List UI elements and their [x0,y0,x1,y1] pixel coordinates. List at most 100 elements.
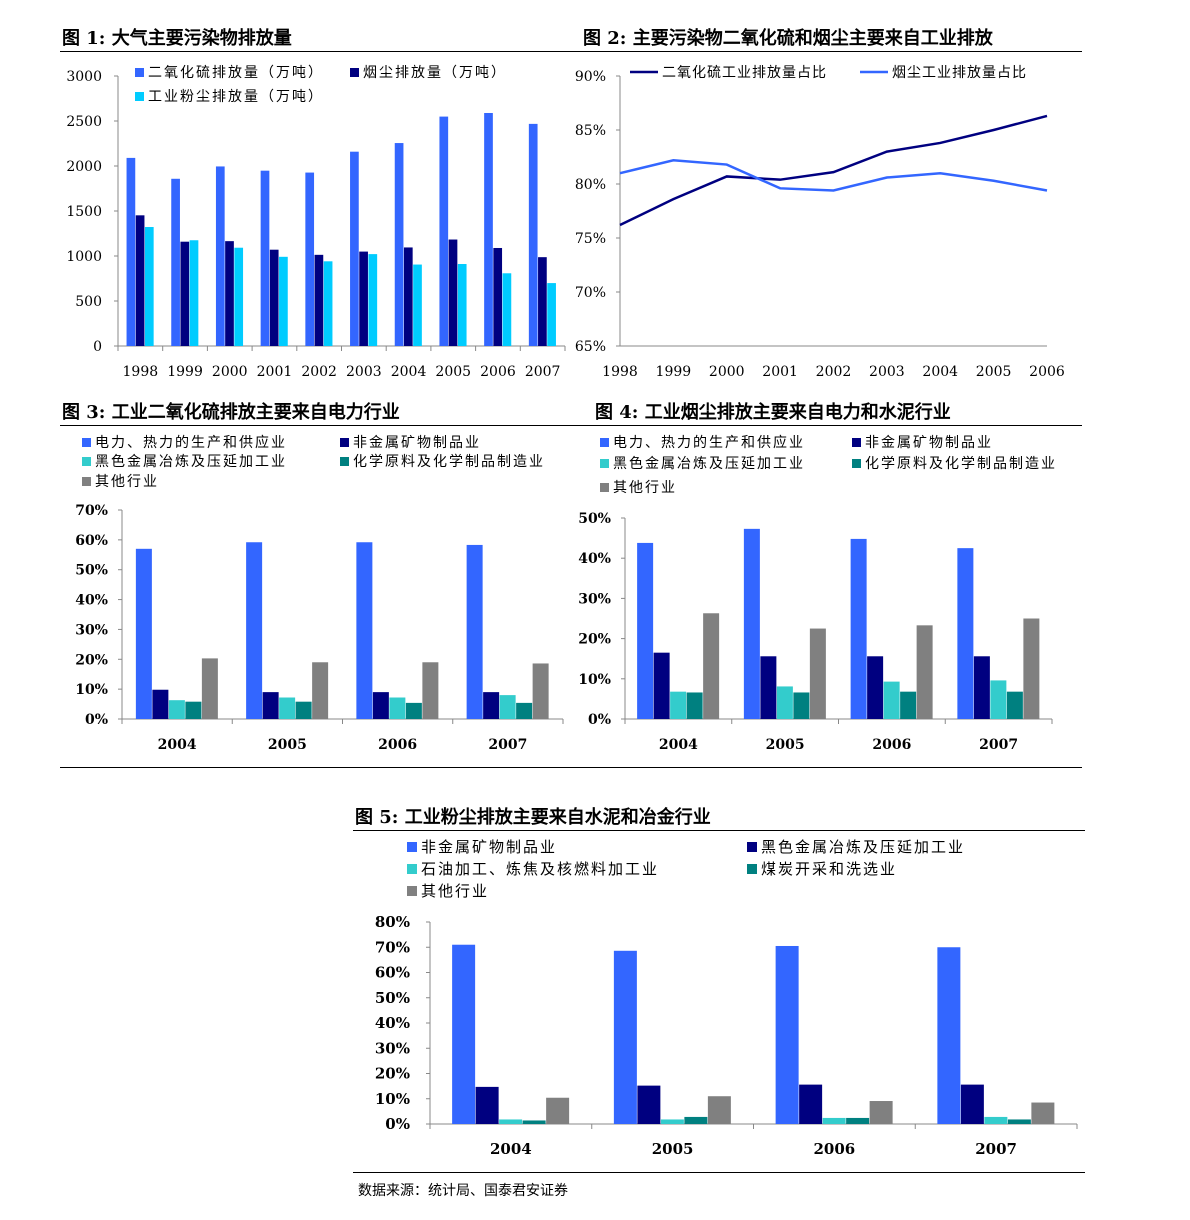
bar-2006-series-5 [422,662,439,719]
y-tick-label: 70% [575,285,606,301]
chart-3-panel: 0% 10% 20% 30% 40% 50% 60% 70% 2004 2005 2006 2007 电… [60,432,570,762]
y-tick-label: 80% [575,177,606,193]
bar-2005-series-1 [613,950,637,1124]
y-tick-label: 70% [375,938,410,956]
bar-2001-series-2 [269,249,279,346]
bar-2003-series-1 [350,151,359,346]
bar-2002-series-1 [305,172,315,346]
bar-1999-series-2 [180,241,190,346]
y-tick-label: 30% [578,591,611,607]
y-tick-label: 20% [75,652,108,668]
legend-label: 黑色金属冶炼及压延加工业 [761,838,965,856]
bar-2007-series-3 [499,695,516,719]
bar-2007-series-2 [973,656,990,719]
x-tick-label: 2007 [525,364,561,380]
bar-2003-series-2 [359,251,368,346]
legend-swatch [600,438,609,447]
figure-5-top-rule [353,830,1085,831]
bar-2000-series-2 [225,241,234,346]
bar-2006-series-5 [869,1101,893,1124]
y-tick-label: 2500 [66,114,102,130]
bar-2007-series-2 [960,1084,984,1124]
figure-3-title: 图 3: 工业二氧化硫排放主要来自电力行业 [62,402,400,423]
bar-2005-series-3 [279,697,296,719]
y-tick-label: 1500 [66,204,102,220]
y-tick-label: 90% [575,69,606,85]
bar-2001-series-3 [279,256,288,346]
top-rule [60,51,1082,52]
bar-2007-series-4 [516,702,533,719]
bar-2005-series-2 [262,692,279,719]
y-tick-label: 2000 [66,159,102,175]
bar-2006-series-2 [799,1084,823,1124]
y-tick-label: 0% [385,1115,410,1133]
y-tick-label: 80% [375,913,410,931]
legend-swatch [407,842,417,852]
legend-label: 电力、热力的生产和供应业 [95,434,287,451]
bar-2007-series-1 [466,544,483,719]
y-tick-label: 10% [375,1090,410,1108]
bar-2004-series-5 [201,658,218,719]
bar-2005-series-1 [246,542,263,719]
bar-2007-series-1 [957,548,974,719]
x-tick-label: 2007 [488,737,527,753]
x-tick-label: 2003 [869,364,905,380]
bar-2006-series-3 [502,273,512,346]
x-tick-label: 2002 [816,364,852,380]
bar-2006-series-3 [389,697,406,719]
y-tick-label: 40% [578,551,611,567]
x-tick-label: 2004 [158,737,197,753]
bar-2002-series-2 [314,254,324,346]
bar-1999-series-3 [189,240,199,346]
legend-label: 煤炭开采和洗选业 [761,860,897,878]
legend-swatch [407,864,417,874]
legend-label: 非金属矿物制品业 [421,838,557,856]
legend-swatch [340,438,349,447]
bar-2004-series-4 [185,701,202,719]
y-tick-label: 10% [578,672,611,688]
bar-2007-series-5 [532,663,549,719]
bar-2004-series-4 [686,692,703,719]
chart-2-panel: 65% 70% 75% 80% 85% 90% 1998 1999 2000 2001 2002 20… [570,58,1070,388]
bar-2007-series-3 [990,680,1007,719]
y-tick-label: 50% [375,989,410,1007]
bar-2007-series-3 [547,283,556,346]
legend-label: 石油加工、炼焦及核燃料加工业 [421,860,659,878]
bar-2007-series-5 [1023,618,1040,719]
x-tick-label: 1999 [656,364,692,380]
y-tick-label: 30% [75,622,108,638]
x-tick-label: 2003 [346,364,382,380]
middle-rule [60,425,1082,426]
x-tick-label: 2001 [762,364,798,380]
x-tick-label: 2004 [922,364,958,380]
bar-2005-series-2 [448,239,458,346]
y-tick-label: 85% [575,123,606,139]
bar-2004-series-3 [670,691,687,719]
x-tick-label: 2005 [435,364,471,380]
chart-1-emissions-bar-chart: 0 500 1000 1500 2000 2500 3000 1998 1999 2000 2001… [66,65,566,380]
chart-4-smoke-dust-by-industry-bar-chart: 0% 10% 20% 30% 40% 50% 2004 2005 2006 2007 电力、热力的生… [578,434,1055,753]
bar-2007-series-1 [937,947,961,1124]
bar-2000-series-1 [215,166,225,346]
bar-2005-series-1 [439,116,449,346]
y-tick-label: 0 [93,339,102,355]
line-series-1 [619,114,1048,227]
legend-swatch [135,92,144,101]
bar-1998-series-2 [135,215,145,346]
legend-label: 电力、热力的生产和供应业 [613,434,805,451]
bar-2004-series-3 [168,700,185,719]
figure-4-title: 图 4: 工业烟尘排放主要来自电力和水泥行业 [595,402,951,423]
bar-2004-series-2 [152,689,169,719]
bar-2004-series-2 [403,247,413,346]
bar-2004-series-1 [394,143,404,346]
bar-2004-series-2 [653,652,670,719]
legend-swatch [135,68,144,77]
bar-2002-series-3 [323,261,333,346]
x-tick-label: 2007 [975,1140,1017,1158]
legend-swatch [852,438,861,447]
bar-2006-series-1 [484,112,493,346]
legend-swatch [747,864,757,874]
x-tick-label: 2006 [378,737,417,753]
bar-2007-series-1 [528,123,538,346]
bar-2004-series-5 [703,613,720,719]
